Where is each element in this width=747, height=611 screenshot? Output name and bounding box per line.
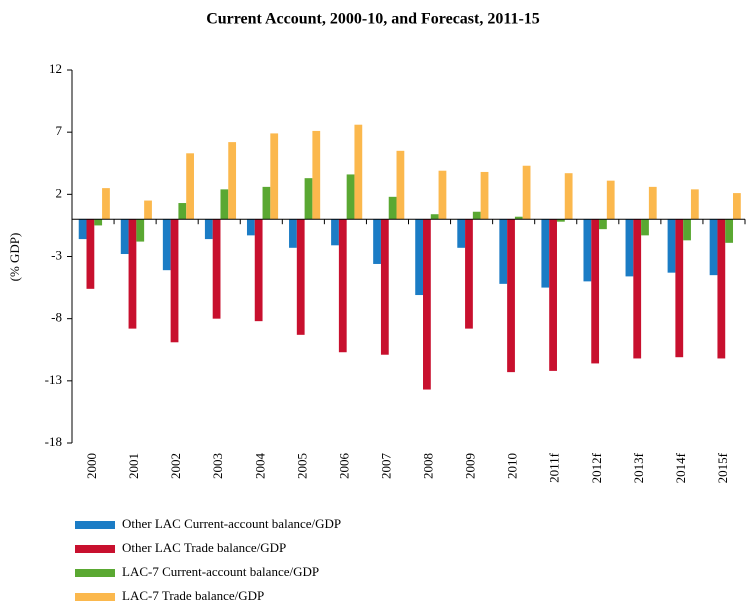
y-tick-label: -13 xyxy=(45,372,62,387)
legend-swatch xyxy=(75,545,115,553)
bar xyxy=(415,219,424,296)
bar xyxy=(472,211,481,220)
bar xyxy=(583,219,592,282)
bar xyxy=(304,178,313,220)
x-tick-label: 2009 xyxy=(463,453,478,479)
bar xyxy=(438,170,447,220)
y-tick-label: -3 xyxy=(51,247,62,262)
bar xyxy=(388,196,397,220)
bar xyxy=(331,219,339,246)
bar xyxy=(204,219,213,240)
bar xyxy=(296,219,305,335)
x-tick-label: 2010 xyxy=(505,453,520,479)
chart-title: Current Account, 2000-10, and Forecast, … xyxy=(206,11,540,28)
bar xyxy=(120,219,129,255)
bar xyxy=(102,188,110,220)
bar xyxy=(717,219,726,359)
bar xyxy=(549,219,557,371)
bar xyxy=(312,130,321,220)
bar xyxy=(270,133,279,220)
y-tick-label: 12 xyxy=(49,61,62,76)
y-tick-label: 7 xyxy=(56,123,63,138)
bar xyxy=(86,219,95,289)
bar xyxy=(606,180,615,220)
bar xyxy=(690,189,699,220)
x-tick-label: 2000 xyxy=(84,453,99,479)
legend-swatch xyxy=(75,521,115,529)
bar xyxy=(144,200,152,220)
legend-label: LAC-7 Trade balance/GDP xyxy=(122,588,264,603)
x-tick-label: 2012f xyxy=(589,452,604,483)
bar xyxy=(709,219,718,276)
y-tick-label: -18 xyxy=(45,434,62,449)
bar xyxy=(246,219,255,236)
bar xyxy=(514,216,523,220)
bar xyxy=(648,186,657,220)
bar xyxy=(599,219,607,230)
bar xyxy=(262,186,271,220)
y-axis-label: (% GDP) xyxy=(7,233,22,282)
bar xyxy=(186,153,194,220)
bar xyxy=(522,165,531,220)
bar xyxy=(228,142,237,220)
bar xyxy=(354,124,363,220)
x-tick-label: 2007 xyxy=(378,453,393,480)
legend-swatch xyxy=(75,593,115,601)
legend-label: Other LAC Current-account balance/GDP xyxy=(122,516,341,531)
bar xyxy=(94,219,103,226)
bar xyxy=(465,219,473,329)
bar xyxy=(162,219,171,271)
x-tick-label: 2005 xyxy=(294,453,309,479)
bar xyxy=(212,219,221,319)
bar xyxy=(430,214,439,220)
bar xyxy=(591,219,600,364)
x-tick-label: 2015f xyxy=(715,452,730,483)
x-tick-label: 2013f xyxy=(631,452,646,483)
bar xyxy=(683,219,691,241)
x-tick-label: 2002 xyxy=(168,453,183,479)
x-tick-label: 2001 xyxy=(126,453,141,479)
bar xyxy=(220,189,229,220)
bar xyxy=(667,219,676,273)
bar xyxy=(507,219,515,373)
bar xyxy=(136,219,145,242)
legend-label: LAC-7 Current-account balance/GDP xyxy=(122,564,319,579)
x-tick-label: 2003 xyxy=(210,453,225,479)
legend-swatch xyxy=(75,569,115,577)
y-tick-label: -8 xyxy=(51,310,62,325)
bar xyxy=(178,203,187,220)
legend-label: Other LAC Trade balance/GDP xyxy=(122,540,286,555)
bar xyxy=(380,219,389,355)
bar xyxy=(457,219,466,248)
bar xyxy=(725,219,734,243)
bar xyxy=(675,219,684,358)
bar xyxy=(396,150,405,220)
bar xyxy=(78,219,87,240)
x-tick-label: 2004 xyxy=(252,453,267,480)
bar xyxy=(128,219,137,329)
bar xyxy=(541,219,550,288)
x-tick-label: 2006 xyxy=(336,453,351,480)
bar xyxy=(346,174,355,220)
bar xyxy=(289,219,297,248)
bar xyxy=(480,171,489,220)
x-tick-label: 2014f xyxy=(673,452,688,483)
bar xyxy=(625,219,634,277)
bar xyxy=(556,219,565,222)
bar xyxy=(564,173,573,220)
bar xyxy=(423,219,431,390)
bar xyxy=(254,219,263,322)
bar xyxy=(633,219,642,359)
x-tick-label: 2011f xyxy=(547,452,562,483)
bar xyxy=(733,193,741,220)
bar xyxy=(170,219,179,343)
y-tick-label: 2 xyxy=(56,185,63,200)
bar xyxy=(338,219,347,353)
bar xyxy=(641,219,649,236)
bar xyxy=(373,219,381,264)
bar xyxy=(499,219,508,284)
x-tick-label: 2008 xyxy=(421,453,436,479)
